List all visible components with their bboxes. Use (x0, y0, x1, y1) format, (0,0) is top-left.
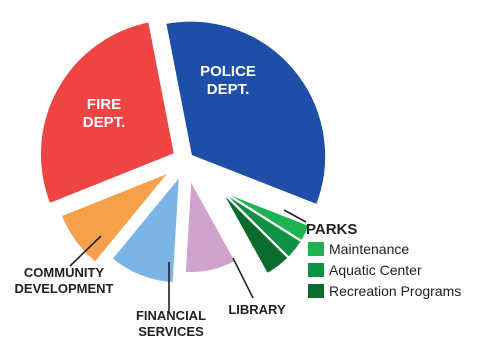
label-financial-services: FINANCIAL SERVICES (136, 308, 206, 339)
leader-community-development (69, 235, 102, 267)
slice-community-development (58, 169, 173, 265)
label-police-dept: POLICE DEPT. (200, 63, 256, 98)
legend-label-aquatic-center: Aquatic Center (329, 262, 422, 278)
legend-swatch-recreation-programs (308, 284, 324, 298)
slice-fire-dept (38, 19, 177, 207)
legend-swatch-aquatic-center (308, 263, 324, 277)
label-community-development: COMMUNITY DEVELOPMENT (15, 265, 114, 296)
slice-labels: POLICE DEPT. LIBRARY FINANCIAL SERVICES COMMU… (15, 63, 286, 339)
label-library: LIBRARY (228, 302, 286, 317)
pie-slices (38, 18, 329, 286)
slice-financial-services (109, 172, 183, 286)
leader-parks (283, 209, 307, 223)
slice-parks-recreation-programs (219, 189, 290, 276)
legend-title-parks: PARKS (306, 221, 357, 238)
legend-label-maintenance: Maintenance (329, 241, 409, 257)
slice-police-dept (163, 18, 329, 208)
label-fire-dept: FIRE DEPT. (83, 96, 126, 131)
legend-label-recreation-programs: Recreation Programs (329, 283, 461, 299)
parks-legend: PARKS Maintenance Aquatic Center Recreation… (306, 221, 461, 299)
legend-swatch-maintenance (308, 242, 324, 256)
slice-library (182, 176, 239, 276)
leader-library (232, 257, 254, 299)
leader-lines (69, 209, 307, 312)
